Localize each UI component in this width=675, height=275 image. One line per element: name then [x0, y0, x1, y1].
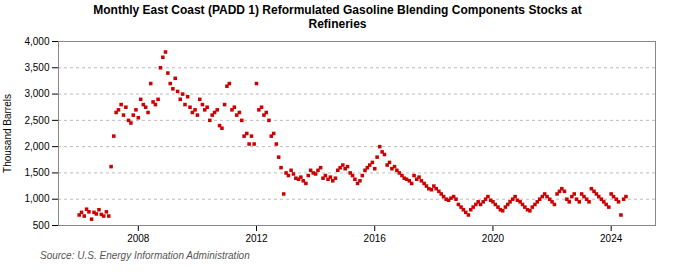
svg-text:2,500: 2,500: [24, 115, 49, 126]
svg-text:1,500: 1,500: [24, 167, 49, 178]
svg-text:2,000: 2,000: [24, 141, 49, 152]
svg-text:2020: 2020: [482, 233, 505, 244]
svg-text:Thousand Barrels: Thousand Barrels: [2, 94, 13, 173]
svg-text:2024: 2024: [600, 233, 623, 244]
svg-text:1,000: 1,000: [24, 193, 49, 204]
svg-text:2012: 2012: [245, 233, 268, 244]
svg-text:500: 500: [33, 220, 50, 231]
svg-text:2008: 2008: [127, 233, 150, 244]
svg-text:2016: 2016: [364, 233, 387, 244]
svg-text:3,500: 3,500: [24, 62, 49, 73]
svg-text:4,000: 4,000: [24, 36, 49, 47]
html-text:Monthly East Coast (PADD 1) Re: Monthly East Coast (PADD 1) Reformulated…: [93, 3, 582, 31]
html-text:Source: U.S. Energy Informatio: Source: U.S. Energy Information Administ…: [40, 250, 250, 261]
svg-text:3,000: 3,000: [24, 88, 49, 99]
